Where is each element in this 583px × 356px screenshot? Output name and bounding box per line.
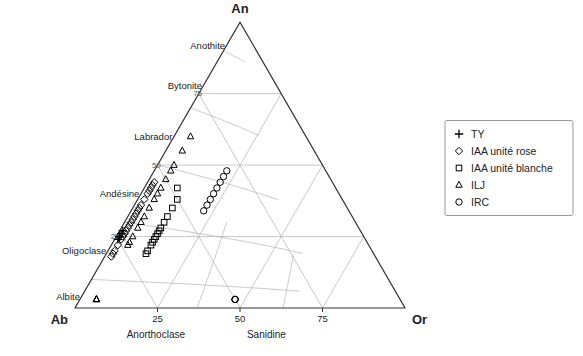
point: [187, 133, 193, 139]
point: [171, 161, 177, 167]
point: [179, 147, 185, 153]
point: [93, 296, 99, 302]
grid-line: [323, 237, 364, 308]
tick-label: 75: [317, 313, 328, 324]
corner-label: An: [231, 1, 248, 16]
legend-label: IAA unité blanche: [471, 162, 553, 174]
grid-line: [158, 165, 323, 166]
field-label: Andésine: [100, 188, 140, 199]
grid-line: [240, 165, 323, 308]
grid-line: [199, 94, 323, 308]
legend-label: IRC: [471, 196, 490, 208]
point: [163, 176, 169, 182]
legend-frame: [445, 121, 573, 216]
point: [201, 208, 207, 214]
point: [151, 196, 157, 202]
field-label: Anothite: [190, 40, 225, 51]
boundary-curve: [191, 108, 259, 135]
chart: AnAbOrAnothiteBytoniteLabradorAndésineOl…: [0, 0, 583, 356]
legend-symbol: [455, 147, 462, 154]
point: [93, 296, 99, 302]
point: [175, 197, 181, 203]
grid: [92, 51, 364, 308]
point: [161, 219, 167, 225]
legend-symbol: [455, 130, 463, 138]
point: [130, 233, 136, 239]
legend-symbol: [456, 199, 462, 205]
corner-label: Ab: [51, 312, 68, 327]
boundary-curve: [125, 222, 303, 253]
grid-line: [158, 94, 282, 308]
point: [175, 185, 181, 191]
series: [108, 179, 158, 261]
point: [108, 253, 115, 260]
legend-label: IAA unité rose: [471, 145, 537, 157]
tick: [240, 308, 241, 312]
field-label: Oligoclase: [62, 245, 106, 256]
point: [170, 205, 176, 211]
boundary-curve: [283, 255, 293, 308]
point: [232, 296, 238, 302]
points: [93, 133, 238, 303]
point: [146, 204, 152, 210]
legend-symbol: [456, 165, 462, 171]
legend-label: TY: [471, 128, 484, 140]
boundary-curve: [158, 165, 278, 200]
point: [125, 241, 131, 247]
tick-label: 25: [152, 313, 163, 324]
point: [168, 167, 174, 173]
annotation: Anorthoclase: [127, 329, 186, 340]
grid-line: [116, 237, 157, 308]
point: [232, 296, 238, 302]
labels: AnAbOrAnothiteBytoniteLabradorAndésineOl…: [51, 1, 428, 340]
field-label: Albite: [56, 291, 80, 302]
triangle-frame: [75, 22, 405, 308]
point: [148, 242, 154, 248]
point: [158, 184, 164, 190]
point: [138, 219, 144, 225]
grid-line: [199, 93, 282, 94]
boundary-curve: [224, 51, 246, 62]
legend: TY IAA unité rose IAA unité blanche ILJ IRC: [445, 121, 573, 216]
boundary-curve: [197, 222, 227, 308]
corner-label: Or: [412, 312, 427, 327]
tick: [157, 308, 158, 312]
iso-label: 50: [152, 161, 161, 170]
field-label: Labrador: [134, 131, 172, 142]
series: [93, 133, 193, 302]
point: [154, 190, 160, 196]
tick-label: 50: [235, 313, 246, 324]
point: [135, 224, 141, 230]
point: [165, 214, 171, 220]
point: [93, 296, 99, 302]
legend-symbol: [456, 181, 462, 187]
iso-label: 75: [193, 89, 202, 98]
tick: [322, 308, 323, 312]
annotation: Sanidine: [247, 329, 286, 340]
boundary-curve: [92, 279, 300, 291]
series: [201, 168, 239, 303]
point: [141, 213, 147, 219]
point: [232, 296, 238, 302]
legend-label: ILJ: [471, 179, 485, 191]
series: [143, 185, 180, 256]
point: [143, 251, 149, 257]
